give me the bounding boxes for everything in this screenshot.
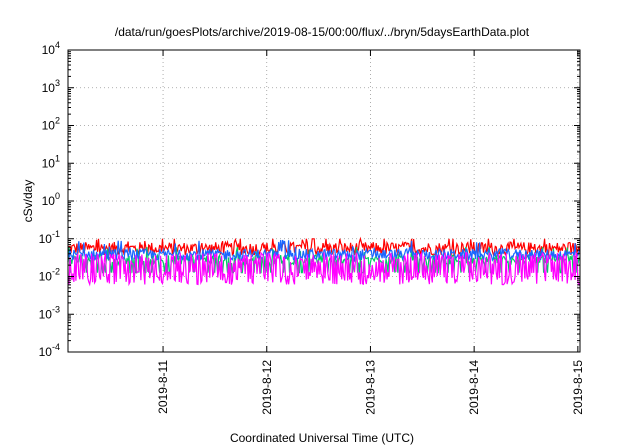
y-tick-label: 10-1 (39, 229, 60, 246)
x-tick-label: 2019-8-11 (156, 360, 170, 414)
y-tick-label: 100 (42, 191, 60, 208)
x-axis-label: Coordinated Universal Time (UTC) (230, 431, 414, 445)
y-axis: 10-4 10-3 10-2 10-1 100 101 102 103 104 (39, 40, 580, 359)
series-group (67, 236, 581, 287)
series-line (67, 239, 581, 263)
y-tick-label: 10-2 (39, 267, 60, 284)
x-tick-label: 2019-8-13 (363, 360, 377, 415)
y-tick-label: 10-4 (39, 342, 60, 359)
grid (68, 50, 580, 352)
chart-title: /data/run/goesPlots/archive/2019-08-15/0… (115, 25, 530, 39)
series-line (67, 251, 581, 287)
y-tick-label: 103 (42, 78, 60, 95)
y-tick-label: 10-3 (39, 304, 60, 321)
y-tick-label: 102 (42, 116, 60, 133)
y-axis-label: cSv/day (21, 180, 35, 223)
x-tick-label: 2019-8-15 (571, 360, 585, 415)
x-tick-label: 2019-8-12 (260, 360, 274, 415)
y-tick-label: 104 (42, 40, 60, 57)
y-tick-label: 101 (42, 153, 60, 170)
x-tick-label: 2019-8-14 (467, 360, 481, 415)
x-axis: 2019-8-11 2019-8-12 2019-8-13 2019-8-14 2019… (156, 50, 585, 415)
